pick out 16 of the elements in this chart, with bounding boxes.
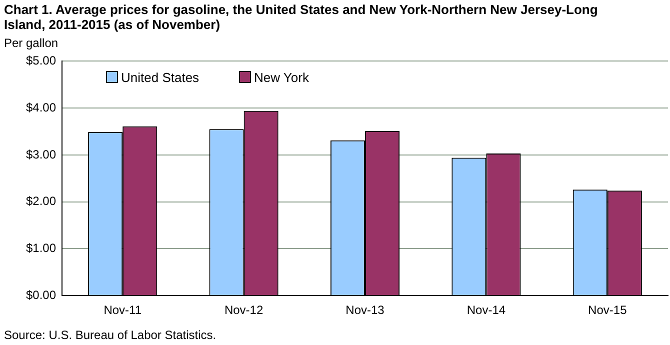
chart-title: Chart 1. Average prices for gasoline, the United States and New York-Northern New Jersey-Long Island, 2011-2015 (as of November) <box>4 2 599 32</box>
y-tick-label: $1.00 <box>26 241 56 256</box>
y-tick-label: $2.00 <box>26 194 56 208</box>
y-axis-title: Per gallon <box>4 36 58 50</box>
y-tick-label: $4.00 <box>26 100 56 114</box>
x-tick-label: Nov-11 <box>104 303 142 318</box>
y-tick-label: $5.00 <box>26 54 56 68</box>
source-note: Source: U.S. Bureau of Labor Statistics. <box>4 328 216 342</box>
y-tick-label: $3.00 <box>26 147 56 162</box>
y-tick-label: $0.00 <box>26 288 56 302</box>
x-tick-label: Nov-12 <box>224 303 264 318</box>
x-tick-label: Nov-15 <box>588 303 628 318</box>
legend-label: United States <box>121 70 200 85</box>
x-tick-label: Nov-14 <box>466 303 506 318</box>
x-tick-label: Nov-13 <box>346 303 385 318</box>
legend-label: New York <box>254 70 309 85</box>
